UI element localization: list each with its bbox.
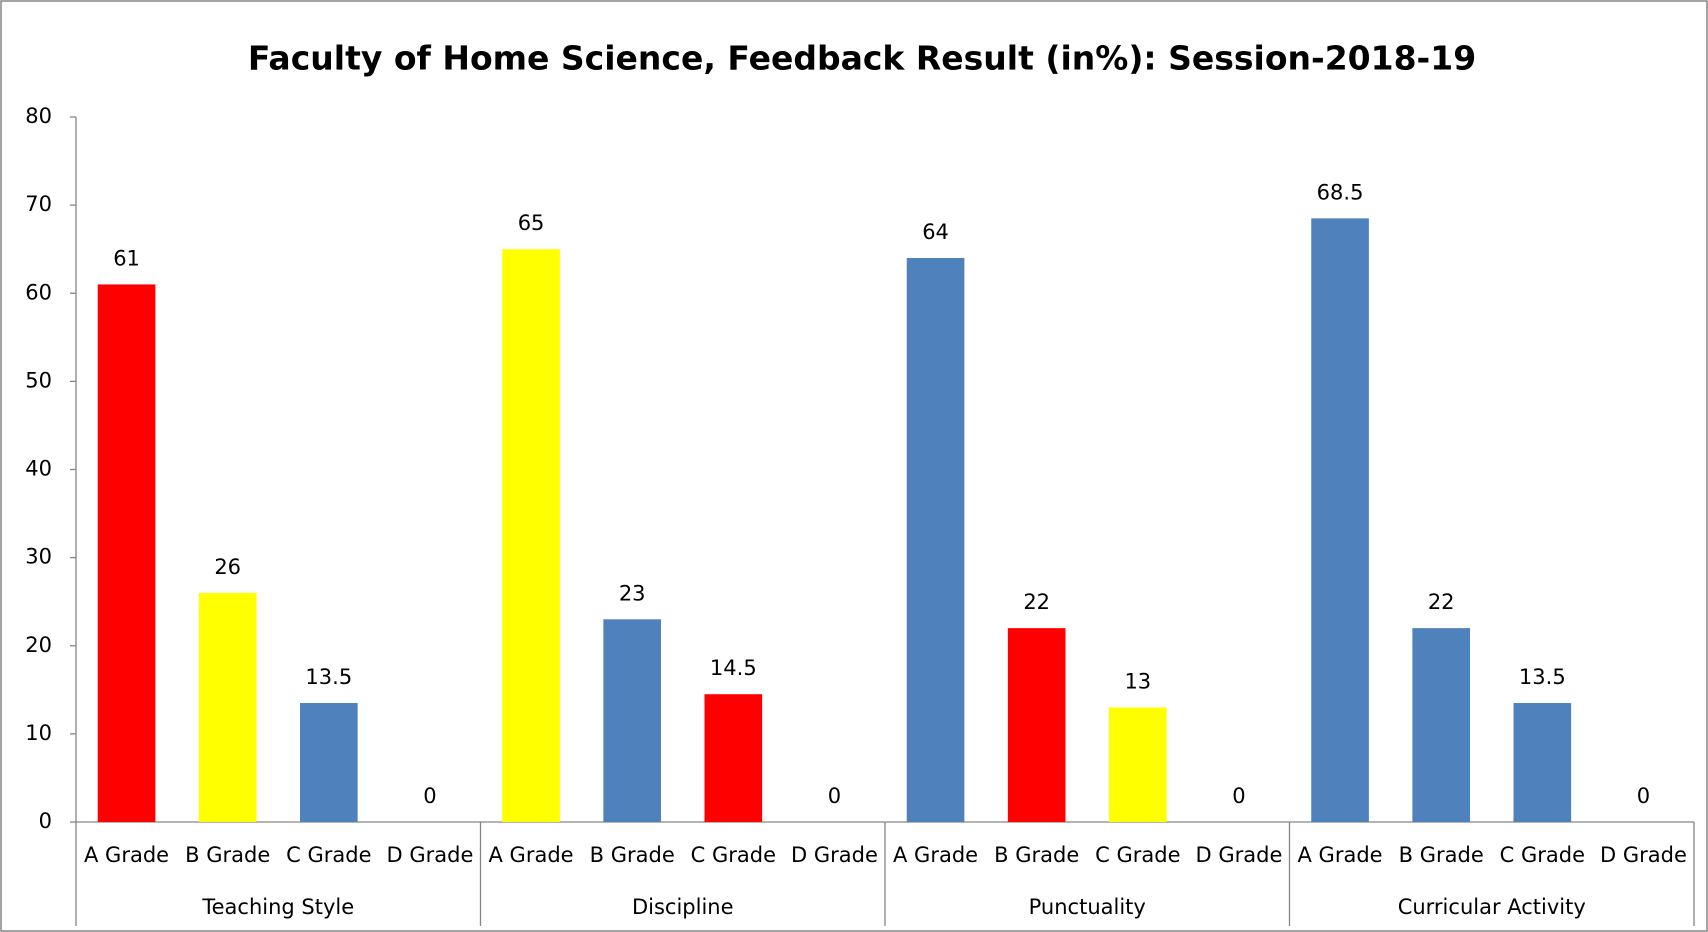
x-tick-label: C Grade	[691, 843, 776, 867]
bar	[502, 249, 560, 822]
group-label: Discipline	[632, 895, 734, 919]
x-tick-label: D Grade	[387, 843, 474, 867]
data-label: 14.5	[710, 656, 757, 680]
bar	[1007, 628, 1066, 822]
x-tick-label: D Grade	[1600, 843, 1687, 867]
data-label: 23	[619, 581, 646, 605]
bar	[1311, 218, 1369, 822]
y-tick-label: 20	[25, 633, 52, 657]
x-tick-label: C Grade	[286, 843, 371, 867]
x-tick-label: C Grade	[1500, 843, 1585, 867]
bar	[1108, 707, 1167, 822]
y-tick-label: 80	[25, 104, 52, 128]
bar	[603, 619, 662, 822]
data-label: 26	[214, 555, 241, 579]
x-tick-label: A Grade	[1298, 843, 1383, 867]
bar	[299, 703, 358, 822]
data-label: 13.5	[1519, 665, 1566, 689]
data-label: 0	[828, 784, 841, 808]
x-tick-label: B Grade	[185, 843, 270, 867]
y-tick-label: 40	[25, 457, 52, 481]
bar	[198, 592, 257, 822]
y-tick-label: 30	[25, 545, 52, 569]
bar	[1513, 703, 1572, 822]
bar	[906, 258, 965, 822]
x-tick-label: B Grade	[994, 843, 1079, 867]
x-tick-label: D Grade	[791, 843, 878, 867]
data-label: 0	[423, 784, 436, 808]
bar	[97, 284, 156, 822]
data-label: 22	[1428, 590, 1455, 614]
x-tick-label: A Grade	[84, 843, 169, 867]
y-tick-label: 70	[25, 192, 52, 216]
group-label: Teaching Style	[201, 895, 354, 919]
group-label: Curricular Activity	[1398, 895, 1586, 919]
x-tick-label: B Grade	[590, 843, 675, 867]
bar	[704, 694, 763, 822]
data-label: 64	[922, 220, 949, 244]
data-label: 22	[1023, 590, 1050, 614]
data-label: 13	[1124, 669, 1151, 693]
data-label: 13.5	[305, 665, 352, 689]
data-label: 0	[1637, 784, 1650, 808]
x-tick-label: A Grade	[489, 843, 574, 867]
data-label: 61	[113, 246, 140, 270]
data-label: 68.5	[1317, 180, 1364, 204]
group-label: Punctuality	[1029, 895, 1146, 919]
y-tick-label: 10	[25, 721, 52, 745]
x-tick-label: B Grade	[1399, 843, 1484, 867]
data-label: 0	[1232, 784, 1245, 808]
x-tick-label: D Grade	[1196, 843, 1283, 867]
y-tick-label: 50	[25, 368, 52, 392]
y-tick-label: 0	[39, 809, 52, 833]
y-tick-label: 60	[25, 280, 52, 304]
x-tick-label: A Grade	[893, 843, 978, 867]
x-tick-label: C Grade	[1095, 843, 1180, 867]
chart-title: Faculty of Home Science, Feedback Result…	[248, 39, 1476, 78]
bar	[1412, 628, 1471, 822]
data-label: 65	[518, 211, 545, 235]
